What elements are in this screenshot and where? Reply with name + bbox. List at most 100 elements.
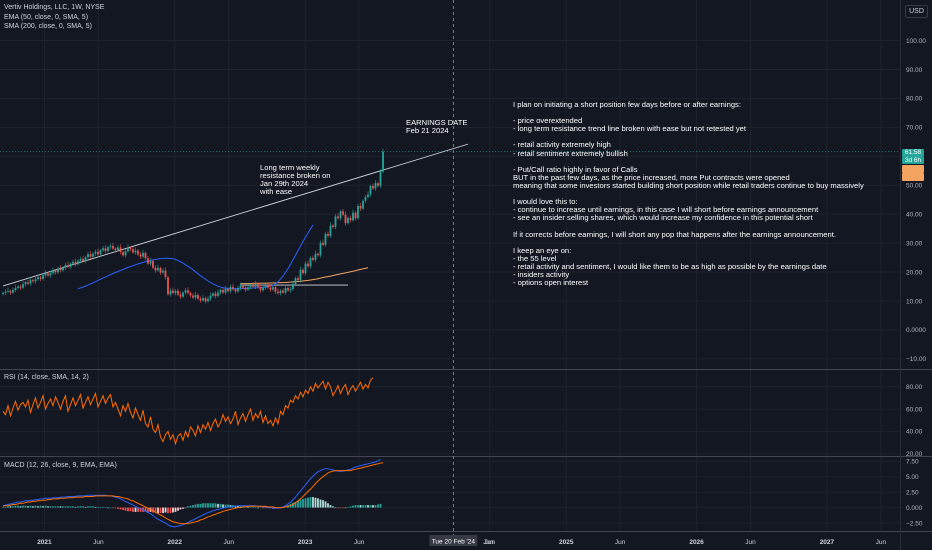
candle-down — [32, 278, 34, 283]
candle-body — [244, 287, 247, 290]
candle-down — [129, 246, 132, 252]
macd-histogram-bar-positive — [184, 507, 187, 509]
candle-up — [219, 288, 222, 295]
time-axis-label: Jun — [485, 539, 496, 546]
y-tick-label: 0.0000 — [906, 327, 926, 334]
ema-50-line — [77, 224, 314, 290]
symbol-legend[interactable]: Vertiv Holdings, LLC, 1W, NYSE — [4, 4, 105, 11]
candle-body — [314, 253, 317, 260]
macd-histogram-bar-negative — [179, 507, 182, 510]
macd-histogram-bar-negative — [119, 507, 122, 510]
macd-histogram-bar-positive — [59, 506, 62, 508]
earnings-annotation: EARNINGS DATE Feb 21 2024 — [406, 118, 468, 136]
macd-histogram-bar-negative — [164, 507, 167, 513]
candle-up — [169, 288, 172, 297]
y-tick-label: 40.00 — [906, 211, 923, 218]
candle-up — [224, 285, 227, 295]
sma-legend[interactable]: SMA (200, close, 0, SMA, 5) — [4, 23, 92, 30]
macd-legend[interactable]: MACD (12, 26, close, 9, EMA, EMA) — [4, 462, 117, 469]
macd-histogram-bar-positive — [62, 506, 64, 508]
candle-body — [257, 284, 259, 288]
y-tick-label: 10.00 — [906, 298, 923, 305]
candle-body — [82, 259, 84, 262]
macd-histogram-bar-positive — [257, 507, 259, 509]
macd-histogram-bar-positive — [364, 505, 367, 508]
rsi-legend[interactable]: RSI (14, close, SMA, 14, 2) — [4, 374, 89, 381]
macd-histogram-bar-positive — [57, 506, 59, 508]
candle-body — [37, 277, 39, 280]
candle-body — [134, 250, 137, 253]
candle-down — [9, 289, 12, 295]
candle-down — [277, 288, 279, 295]
candle-down — [267, 282, 269, 290]
candle-down — [197, 293, 199, 301]
macd-histogram-bar-positive — [32, 506, 34, 508]
candle-down — [144, 251, 147, 261]
candle-up — [182, 291, 184, 299]
candle-down — [269, 284, 272, 293]
macd-histogram-bar-positive — [222, 504, 224, 508]
macd-histogram-bar-positive — [94, 506, 97, 508]
y-tick-label: 5.00 — [906, 474, 919, 481]
candle-body — [167, 277, 169, 295]
currency-button[interactable]: USD — [905, 5, 928, 18]
macd-histogram-bar-negative — [342, 507, 344, 509]
time-axis-label: 2022 — [168, 539, 183, 546]
macd-histogram-bar-positive — [327, 503, 329, 508]
candle-body — [184, 290, 187, 293]
candle-body — [144, 252, 147, 259]
candle-body — [49, 273, 52, 276]
candle-down — [344, 211, 347, 226]
candle-body — [302, 269, 304, 274]
macd-histogram-bar-positive — [204, 503, 207, 508]
macd-histogram-bar-positive — [299, 499, 302, 508]
candle-down — [19, 284, 22, 290]
candle-body — [272, 287, 274, 290]
candle-up — [294, 276, 297, 287]
candle-body — [102, 248, 104, 251]
macd-histogram-bar-positive — [64, 506, 67, 508]
candle-down — [164, 267, 167, 280]
macd-histogram-bar-positive — [252, 506, 254, 508]
candle-up — [62, 266, 64, 272]
candle-body — [74, 261, 77, 265]
candle-body — [264, 285, 267, 288]
candle-down — [332, 224, 334, 229]
candle-up — [77, 259, 79, 266]
candle-body — [114, 248, 117, 251]
candle-body — [352, 212, 354, 221]
candle-down — [342, 208, 344, 217]
candle-body — [172, 290, 174, 293]
candle-up — [17, 285, 19, 290]
candle-down — [147, 255, 149, 266]
candle-body — [242, 285, 244, 288]
macd-histogram-bar-positive — [212, 503, 214, 508]
candle-body — [304, 263, 307, 274]
candle-body — [342, 211, 344, 215]
ema-legend[interactable]: EMA (50, close, 0, SMA, 5) — [4, 14, 89, 21]
macd-histogram-bar-positive — [4, 506, 7, 508]
y-tick-label: 30.00 — [906, 240, 923, 247]
candle-up — [314, 250, 317, 263]
macd-histogram-bar-positive — [307, 497, 309, 508]
signal-line — [2, 462, 384, 525]
candle-down — [232, 283, 234, 291]
candle-body — [369, 186, 372, 195]
candle-body — [137, 250, 139, 255]
macd-histogram-bar-negative — [139, 507, 142, 512]
sma-price-tag — [902, 173, 924, 181]
candle-body — [337, 216, 339, 219]
candle-body — [122, 252, 124, 256]
candle-body — [89, 254, 92, 257]
candle-down — [337, 213, 339, 220]
candle-body — [199, 298, 202, 301]
candle-up — [44, 270, 47, 278]
candle-up — [202, 294, 204, 302]
macd-histogram-bar-positive — [197, 503, 199, 508]
candle-up — [284, 284, 287, 295]
macd-histogram-bar-positive — [214, 503, 217, 508]
macd-histogram-bar-negative — [124, 507, 127, 511]
candle-body — [319, 242, 322, 256]
macd-histogram-bar-positive — [297, 500, 299, 508]
